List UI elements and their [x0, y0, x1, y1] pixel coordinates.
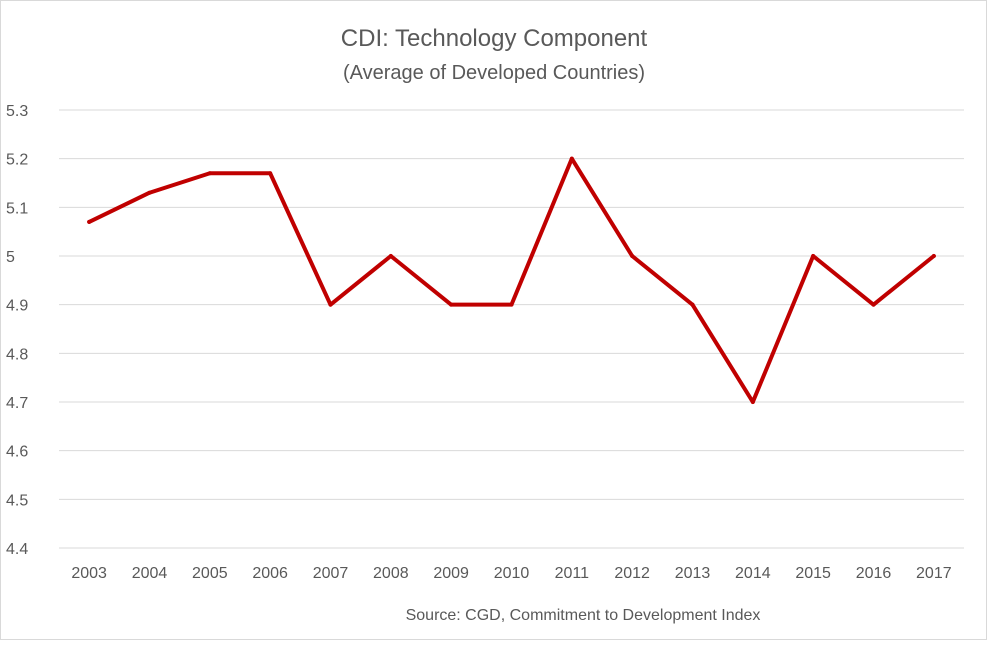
x-tick-label: 2017 — [916, 565, 952, 582]
data-point — [811, 254, 816, 258]
data-point — [690, 302, 695, 307]
y-tick-label: 5.3 — [6, 103, 28, 120]
data-point — [569, 156, 574, 161]
x-tick-label: 2013 — [675, 565, 711, 582]
x-tick-label: 2016 — [856, 565, 892, 582]
y-tick-label: 5.2 — [6, 152, 28, 169]
x-tick-label: 2005 — [192, 565, 228, 582]
x-tick-label: 2009 — [433, 565, 469, 582]
x-tick-label: 2004 — [132, 565, 168, 582]
y-tick-label: 4.4 — [6, 541, 28, 558]
chart-title: CDI: Technology Component — [341, 25, 648, 52]
data-point — [630, 254, 635, 258]
y-tick-label: 5 — [6, 249, 15, 266]
y-tick-label: 4.8 — [6, 346, 28, 363]
data-point — [388, 254, 393, 258]
data-point — [207, 171, 212, 176]
x-tick-label: 2011 — [555, 565, 590, 582]
x-tick-label: 2008 — [373, 565, 409, 582]
x-tick-label: 2010 — [494, 565, 530, 582]
data-point — [147, 190, 152, 195]
x-tick-label: 2015 — [795, 565, 831, 582]
y-tick-label: 5.1 — [6, 200, 28, 217]
x-tick-label: 2003 — [71, 565, 107, 582]
chart-subtitle: (Average of Developed Countries) — [343, 62, 645, 84]
data-point — [87, 219, 92, 224]
y-tick-label: 4.5 — [6, 492, 28, 509]
source-note: Source: CGD, Commitment to Development I… — [406, 607, 761, 624]
y-tick-label: 4.6 — [6, 444, 28, 461]
x-tick-label: 2006 — [252, 565, 288, 582]
x-tick-label: 2012 — [614, 565, 650, 582]
y-tick-label: 4.9 — [6, 298, 28, 315]
data-point — [449, 302, 454, 307]
data-point — [871, 302, 876, 307]
y-tick-label: 4.7 — [6, 395, 28, 412]
data-point — [750, 400, 755, 404]
data-point — [328, 302, 333, 307]
series-line — [87, 156, 936, 404]
x-tick-label: 2007 — [313, 565, 349, 582]
data-point — [268, 171, 273, 176]
data-point — [509, 302, 514, 307]
data-point — [931, 254, 936, 258]
x-tick-label: 2014 — [735, 565, 771, 582]
